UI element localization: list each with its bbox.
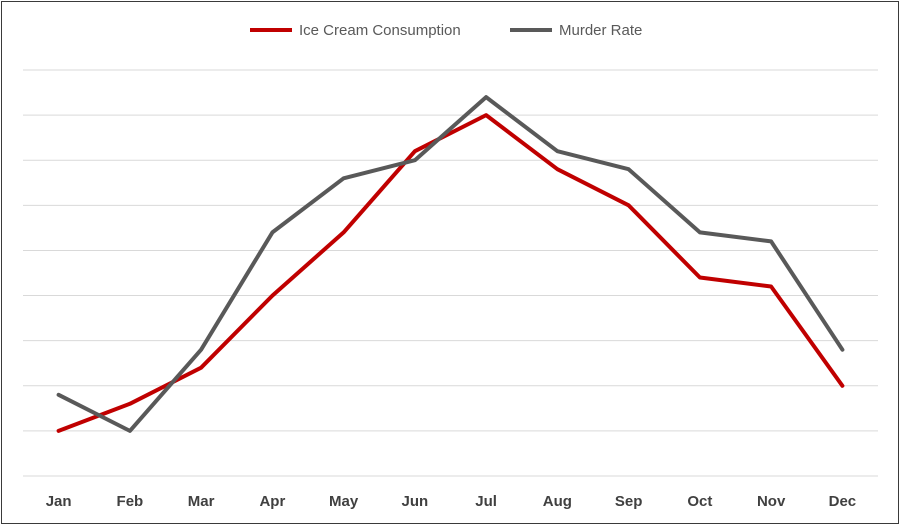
x-tick-label: Nov <box>757 493 786 510</box>
legend-item-ice-cream: Ice Cream Consumption <box>250 22 461 39</box>
series-1 <box>56 95 845 433</box>
x-tick-label: May <box>329 493 359 510</box>
x-tick-label: Feb <box>117 493 144 510</box>
x-tick-label: Sep <box>615 493 643 510</box>
legend-label-ice-cream: Ice Cream Consumption <box>299 22 461 39</box>
series-0 <box>56 113 845 433</box>
series-lines <box>56 95 845 433</box>
series-line <box>56 113 845 433</box>
x-tick-label: Dec <box>829 493 857 510</box>
x-tick-label: Jan <box>46 493 72 510</box>
x-tick-label: Oct <box>687 493 712 510</box>
x-axis-tick-labels: Jan Feb Mar Apr May Jun Jul Aug Sep Oct Nov Dec <box>46 493 856 510</box>
x-tick-label: Apr <box>259 493 285 510</box>
x-tick-label: Mar <box>188 493 215 510</box>
x-tick-label: Jun <box>402 493 429 510</box>
legend-item-murder-rate: Murder Rate <box>510 22 642 39</box>
x-tick-label: Aug <box>543 493 572 510</box>
legend-label-murder-rate: Murder Rate <box>559 22 642 39</box>
chart-legend: Ice Cream Consumption Murder Rate <box>250 22 642 39</box>
series-line <box>56 95 845 433</box>
x-tick-label: Jul <box>475 493 497 510</box>
